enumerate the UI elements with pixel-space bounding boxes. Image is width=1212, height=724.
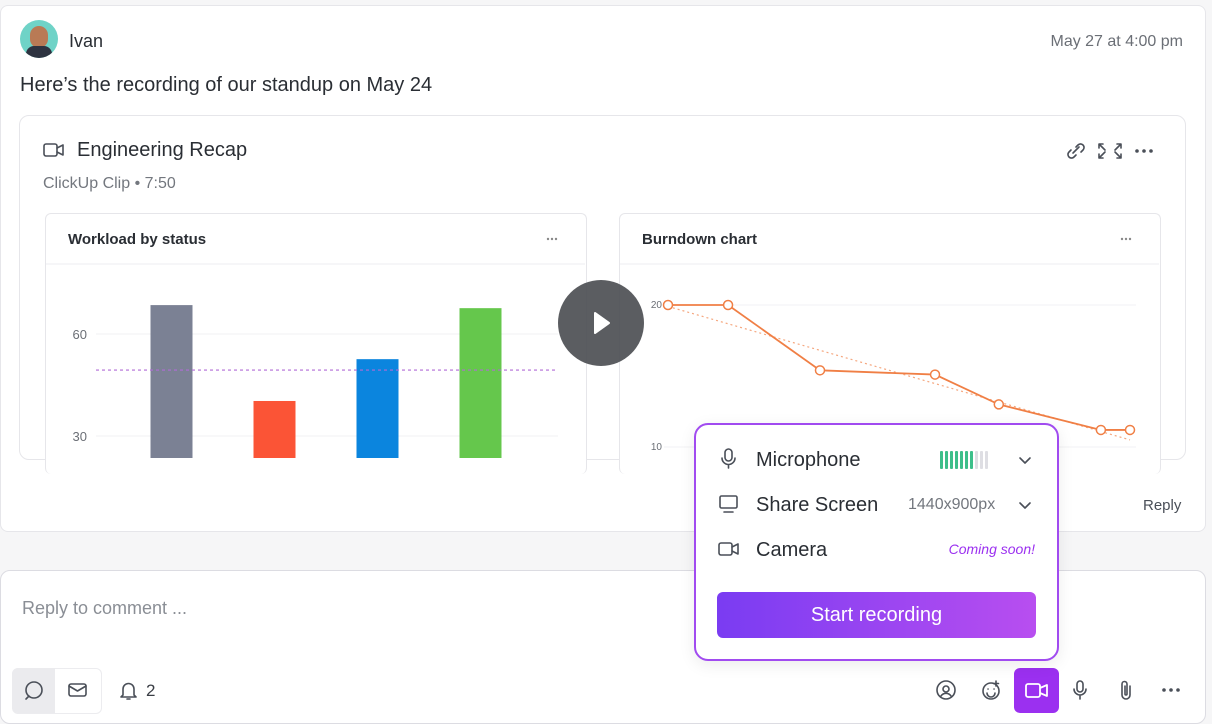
clip-title[interactable]: Engineering Recap (77, 139, 248, 161)
author[interactable]: Ivan (69, 31, 104, 51)
video-icon (43, 143, 64, 157)
level-bar (960, 451, 963, 469)
y-tick-label: 10 (651, 442, 663, 453)
bell-icon[interactable] (117, 679, 141, 703)
copy-link[interactable] (1067, 143, 1085, 159)
bar (150, 305, 193, 458)
screen-icon (719, 495, 738, 513)
composer-tools (936, 680, 1180, 700)
mention[interactable] (936, 680, 956, 700)
point (929, 369, 941, 380)
bar (253, 400, 296, 458)
level-bar (950, 451, 953, 469)
panel-menu[interactable] (546, 237, 558, 241)
reply-button[interactable]: Reply (1143, 497, 1182, 514)
video-icon (1025, 683, 1048, 698)
notification-count: 2 (146, 681, 156, 700)
start-recording[interactable]: Start recording (717, 592, 1036, 638)
mic-icon (721, 448, 736, 469)
option-label: Share Screen (756, 494, 879, 516)
screen-dropdown[interactable] (1018, 498, 1032, 512)
panel-menu[interactable] (1120, 237, 1132, 241)
coming-soon: Coming soon! (948, 541, 1035, 557)
option-label: Microphone (756, 449, 861, 471)
chart-layer: Workload by status Burndown chart 30 60 20… (46, 231, 1159, 458)
clip-actions (1067, 143, 1153, 159)
level-bar (970, 451, 973, 469)
chart-title: Workload by status (68, 231, 206, 248)
record-clip-button[interactable] (1014, 668, 1059, 713)
bar (459, 308, 502, 458)
point (1124, 424, 1136, 436)
burndown-line (668, 304, 1130, 431)
point (722, 299, 734, 311)
emoji[interactable] (982, 680, 1000, 700)
reply-input[interactable]: Reply to comment ... (22, 598, 188, 618)
mic-level (940, 451, 988, 469)
avatar[interactable] (20, 20, 58, 58)
point (1095, 424, 1107, 436)
level-bar (965, 451, 968, 469)
play-button[interactable] (558, 280, 644, 366)
level-bar (985, 451, 988, 469)
y-tick-label: 20 (651, 300, 663, 311)
recorder-popup: Microphone Share Screen 1440x900px Camer… (694, 423, 1059, 661)
level-bar (940, 451, 943, 469)
resolution[interactable]: 1440x900px (908, 496, 996, 513)
voice[interactable] (1073, 680, 1087, 700)
mic-dropdown[interactable] (1018, 453, 1032, 467)
level-bar (975, 451, 978, 469)
option-label: Camera (756, 539, 828, 561)
point (993, 399, 1005, 410)
chart-title: Burndown chart (642, 231, 757, 248)
y-tick-label: 60 (73, 327, 87, 342)
bar (356, 359, 399, 458)
more[interactable] (1135, 149, 1153, 153)
camera-icon (718, 542, 739, 556)
y-tick-label: 30 (73, 429, 87, 444)
point (662, 299, 674, 311)
comment-mode[interactable] (12, 668, 55, 713)
level-bar (945, 451, 948, 469)
email-mode[interactable] (66, 679, 90, 703)
comment-text: Here’s the recording of our standup on M… (20, 74, 433, 96)
attach[interactable] (1121, 680, 1131, 700)
level-bar (980, 451, 983, 469)
clip-meta: ClickUp Clip • 7:50 (43, 175, 176, 192)
timestamp: May 27 at 4:00 pm (1050, 33, 1183, 50)
comment-icon (25, 681, 43, 700)
level-bar (955, 451, 958, 469)
expand[interactable] (1098, 143, 1122, 159)
more[interactable] (1162, 688, 1180, 692)
point (814, 365, 826, 376)
